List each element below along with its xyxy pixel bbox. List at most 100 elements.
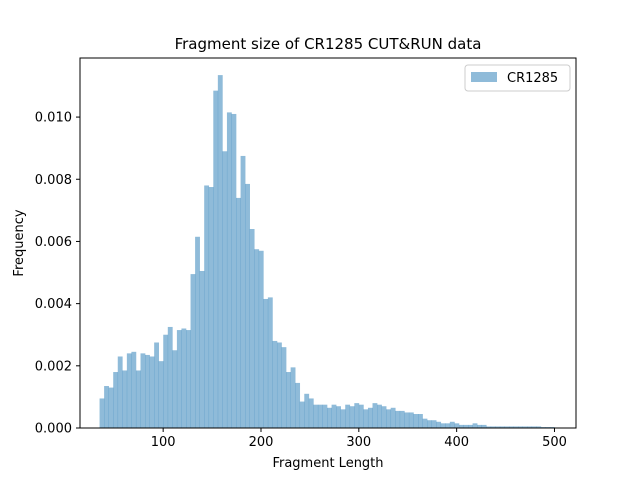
histogram-bar	[408, 412, 414, 428]
y-tick-label: 0.000	[35, 422, 72, 437]
histogram-bar	[272, 340, 278, 428]
histogram-bar	[449, 421, 455, 428]
histogram-bar	[445, 423, 451, 428]
histogram-bar	[185, 330, 191, 428]
histogram-bar	[249, 229, 255, 428]
legend: CR1285	[464, 64, 571, 92]
histogram-bar	[172, 350, 178, 428]
histogram-bar	[167, 326, 173, 428]
histogram-bar	[217, 75, 223, 429]
y-axis-title: Frequency	[12, 209, 27, 276]
histogram-bar	[354, 403, 360, 428]
histogram-bar	[176, 330, 182, 428]
histogram-bar	[154, 342, 160, 428]
histogram-bar	[381, 406, 387, 428]
histogram-bar	[518, 426, 523, 428]
x-tick-label: 100	[151, 435, 176, 450]
histogram-bar	[104, 386, 109, 428]
histogram-bar	[522, 426, 528, 428]
histogram-bar	[135, 370, 141, 428]
histogram-bar	[231, 113, 237, 429]
histogram-bar	[145, 354, 150, 428]
histogram-bar	[281, 347, 287, 428]
histogram-bar	[440, 423, 446, 428]
histogram-bar	[258, 250, 264, 428]
histogram-bar	[236, 197, 241, 428]
y-axis: 0.000 0.002 0.004 0.006 0.008 0.010	[35, 111, 80, 437]
x-tick-label: 200	[249, 435, 274, 450]
histogram-bar	[295, 382, 301, 428]
histogram-bar	[345, 404, 351, 428]
histogram-bar	[531, 426, 537, 428]
histogram-bar	[390, 407, 396, 428]
histogram-bar	[240, 155, 246, 429]
histogram-bar	[290, 367, 296, 428]
chart-title: Fragment size of CR1285 CUT&RUN data	[175, 35, 482, 53]
histogram-bar	[454, 423, 460, 428]
histogram-bar	[413, 414, 419, 428]
histogram-bar	[499, 426, 505, 428]
y-tick-label: 0.010	[35, 111, 72, 126]
histogram-bar	[117, 356, 123, 428]
histogram-bar	[477, 424, 482, 428]
y-tick-label: 0.004	[35, 297, 72, 312]
histogram-bar	[527, 426, 533, 428]
histogram-bar	[313, 404, 319, 428]
histogram-bar	[395, 410, 401, 428]
histogram-bar	[299, 401, 305, 428]
plot-frame	[79, 57, 577, 429]
histogram-bars	[99, 75, 555, 429]
histogram-bar	[222, 151, 228, 428]
histogram-bar	[163, 334, 169, 428]
histogram-bar	[245, 183, 250, 428]
histogram-bar	[276, 342, 282, 428]
histogram-bar	[386, 409, 392, 428]
histogram-bar	[336, 406, 341, 428]
histogram-bar	[108, 387, 114, 428]
histogram-bar	[254, 249, 260, 428]
histogram-bar	[363, 409, 369, 428]
histogram-bar	[190, 274, 196, 428]
x-tick-label: 300	[346, 435, 371, 450]
histogram-bar	[131, 351, 137, 428]
legend-label: CR1285	[507, 71, 558, 86]
histogram-bar	[431, 420, 437, 428]
histogram-bar	[508, 426, 514, 428]
histogram-bar	[122, 370, 128, 428]
histogram-bar	[490, 426, 496, 428]
histogram-bar	[327, 407, 332, 428]
histogram-bar	[372, 403, 378, 428]
histogram-bar	[126, 353, 132, 428]
histogram-bar	[486, 426, 492, 428]
histogram-bar	[427, 420, 432, 428]
histogram-bar	[404, 412, 410, 428]
histogram-bar	[377, 404, 382, 428]
y-tick-label: 0.008	[35, 173, 72, 188]
histogram-bar	[349, 406, 355, 428]
histogram-bar	[99, 398, 105, 428]
histogram-bar	[340, 409, 346, 428]
histogram-bar	[322, 404, 328, 428]
histogram-bar	[468, 424, 473, 428]
legend-frame	[464, 64, 571, 92]
histogram-bar	[317, 404, 323, 428]
histogram-bar	[472, 423, 478, 428]
legend-swatch	[471, 72, 497, 82]
histogram-bar	[158, 361, 164, 428]
histogram-bar	[199, 270, 205, 428]
histogram-bar	[463, 424, 469, 428]
histogram-bar	[495, 426, 501, 428]
x-axis: 100 200 300 400 500	[151, 428, 567, 450]
histogram-bar	[226, 112, 232, 428]
histogram-bar	[204, 185, 210, 428]
histogram-bar	[399, 410, 405, 428]
histogram-bar	[536, 426, 542, 428]
histogram-bar	[481, 424, 487, 428]
y-tick-label: 0.006	[35, 235, 72, 250]
histogram-bar	[436, 421, 442, 428]
histogram-bar	[358, 404, 364, 428]
x-tick-label: 400	[444, 435, 469, 450]
histogram-bar	[367, 407, 373, 428]
histogram-bar	[422, 418, 428, 428]
